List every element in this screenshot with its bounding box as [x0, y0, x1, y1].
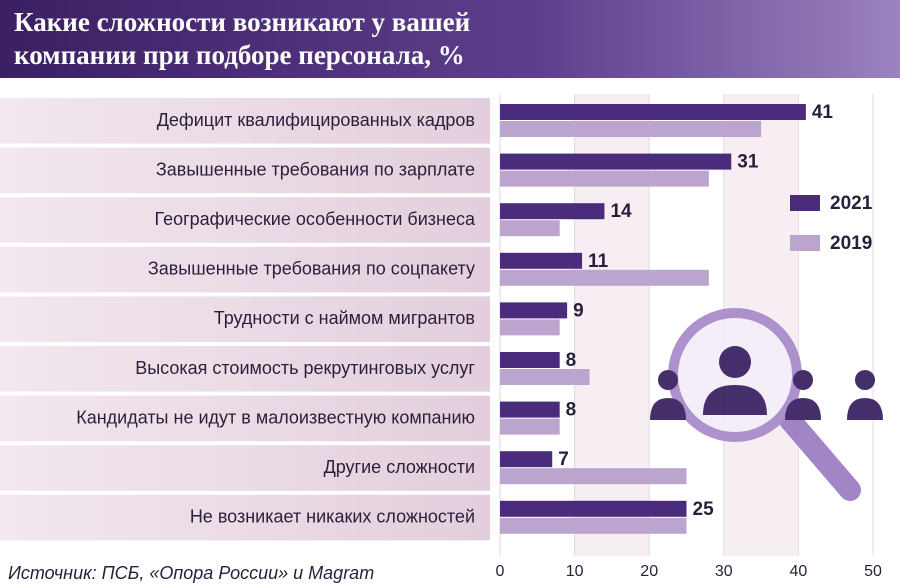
bar	[500, 352, 560, 368]
category-row	[0, 494, 490, 541]
value-label: 14	[610, 201, 632, 222]
bar	[500, 418, 560, 435]
category-label: Трудности с наймом мигрантов	[214, 308, 475, 328]
illustration	[650, 308, 883, 501]
x-tick-label: 30	[715, 563, 733, 580]
category-row	[0, 147, 490, 194]
bar	[500, 319, 560, 336]
value-label: 7	[558, 449, 569, 470]
bar	[500, 153, 732, 170]
category-label: Дефицит квалифицированных кадров	[157, 110, 475, 130]
category-label: Высокая стоимость рекрутинговых услуг	[135, 358, 475, 378]
category-row	[0, 445, 490, 491]
bar	[500, 252, 583, 269]
bar	[500, 468, 687, 485]
bar	[500, 451, 553, 468]
bar	[500, 104, 806, 120]
x-tick-label: 0	[496, 563, 505, 580]
bar	[500, 170, 709, 187]
value-label: 31	[737, 152, 759, 173]
bar	[500, 517, 687, 534]
category-row	[0, 246, 490, 293]
plot-bands	[0, 94, 874, 556]
category-label: Кандидаты не идут в малоизвестную компан…	[76, 407, 475, 427]
value-label: 41	[812, 102, 834, 123]
bar	[500, 401, 560, 418]
x-tick-label: 50	[864, 563, 882, 580]
value-label: 8	[566, 400, 577, 421]
bar	[500, 302, 568, 319]
category-row	[0, 98, 490, 144]
x-tick-label: 10	[566, 563, 584, 580]
category-label: Другие сложности	[324, 457, 475, 477]
title-bar: Какие сложности возникают у вашей компан…	[0, 0, 900, 78]
x-tick-label: 40	[790, 563, 808, 580]
category-row	[0, 296, 490, 342]
category-label: Завышенные требования по зарплате	[156, 159, 475, 179]
bar	[500, 369, 590, 385]
category-label: Географические особенности бизнеса	[155, 209, 476, 229]
legend-swatch	[790, 195, 820, 211]
legend-label: 2021	[830, 193, 873, 214]
chart-title: Какие сложности возникают у вашей компан…	[14, 7, 471, 70]
bar	[500, 269, 709, 286]
bar	[500, 220, 560, 237]
legend-swatch	[790, 235, 820, 251]
category-label: Не возникает никаких сложностей	[190, 507, 475, 527]
bar	[500, 500, 687, 517]
source: Источник: ПСБ, «Опора России» и Magram	[8, 563, 374, 583]
x-tick-label: 20	[640, 563, 658, 580]
value-label: 8	[566, 350, 577, 371]
bar	[500, 203, 605, 220]
value-label: 25	[693, 499, 715, 520]
legend-label: 2019	[830, 233, 872, 254]
category-label: Завышенные требования по соцпакету	[148, 259, 475, 279]
category-row	[0, 346, 490, 392]
category-row	[0, 197, 490, 243]
category-row	[0, 395, 490, 442]
bar	[500, 121, 762, 137]
value-label: 9	[573, 300, 584, 321]
value-label: 11	[588, 251, 609, 272]
